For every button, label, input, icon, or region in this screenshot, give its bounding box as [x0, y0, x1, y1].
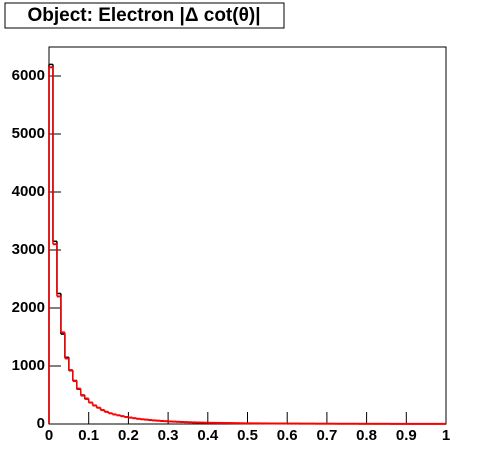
y-tick-label: 2000 [12, 299, 45, 316]
y-tick-label: 3000 [12, 241, 45, 258]
x-tick-label: 0.4 [197, 427, 219, 444]
x-tick-label: 0.3 [158, 427, 179, 444]
y-tick-label: 4000 [12, 183, 45, 200]
y-tick-label: 6000 [12, 67, 45, 84]
x-tick-label: 0.5 [237, 427, 258, 444]
x-tick-label: 0.8 [356, 427, 377, 444]
x-tick-label: 0 [45, 427, 53, 444]
x-tick-label: 0.9 [396, 427, 417, 444]
x-tick-label: 1 [442, 427, 450, 444]
y-tick-label: 0 [37, 415, 45, 432]
x-tick-label: 0.1 [78, 427, 99, 444]
x-tick-label: 0.2 [118, 427, 139, 444]
plot-frame [48, 46, 447, 425]
x-tick-label: 0.6 [277, 427, 298, 444]
y-tick-label: 5000 [12, 125, 45, 142]
chart-title: Object: Electron |Δ cot(θ)| [27, 5, 260, 26]
x-tick-label: 0.7 [316, 427, 337, 444]
title-box [4, 2, 285, 29]
y-tick-label: 1000 [12, 357, 45, 374]
